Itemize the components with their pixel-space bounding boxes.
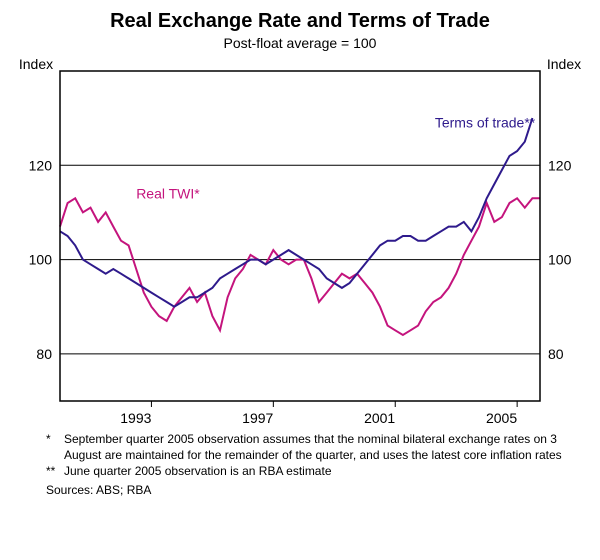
- svg-text:1993: 1993: [120, 410, 151, 426]
- series-label: Real TWI*: [136, 185, 200, 201]
- y-axis-label-right: Index: [547, 56, 581, 72]
- svg-text:2001: 2001: [364, 410, 395, 426]
- svg-text:120: 120: [29, 157, 53, 173]
- chart-container: Real Exchange Rate and Terms of Trade Po…: [0, 10, 600, 560]
- footnote2-marker: **: [46, 463, 64, 479]
- svg-text:100: 100: [548, 252, 572, 268]
- series-label: Terms of trade**: [435, 115, 536, 131]
- sources-text: Sources: ABS; RBA: [46, 482, 572, 498]
- svg-text:120: 120: [548, 157, 572, 173]
- svg-text:2005: 2005: [486, 410, 517, 426]
- footnote2-text: June quarter 2005 observation is an RBA …: [64, 463, 572, 479]
- y-axis-label-left: Index: [19, 56, 53, 72]
- chart-subtitle: Post-float average = 100: [0, 35, 600, 51]
- svg-text:80: 80: [548, 346, 564, 362]
- footnote1-marker: *: [46, 431, 64, 463]
- svg-text:100: 100: [29, 252, 53, 268]
- chart-plot-area: 80 80 100 100 120 120 1993 1997 2001 2005 Real TWI…: [0, 51, 600, 431]
- svg-text:80: 80: [36, 346, 52, 362]
- footnotes: * September quarter 2005 observation ass…: [0, 431, 600, 498]
- svg-text:1997: 1997: [242, 410, 273, 426]
- footnote1-text: September quarter 2005 observation assum…: [64, 431, 572, 463]
- chart-title: Real Exchange Rate and Terms of Trade: [0, 10, 600, 33]
